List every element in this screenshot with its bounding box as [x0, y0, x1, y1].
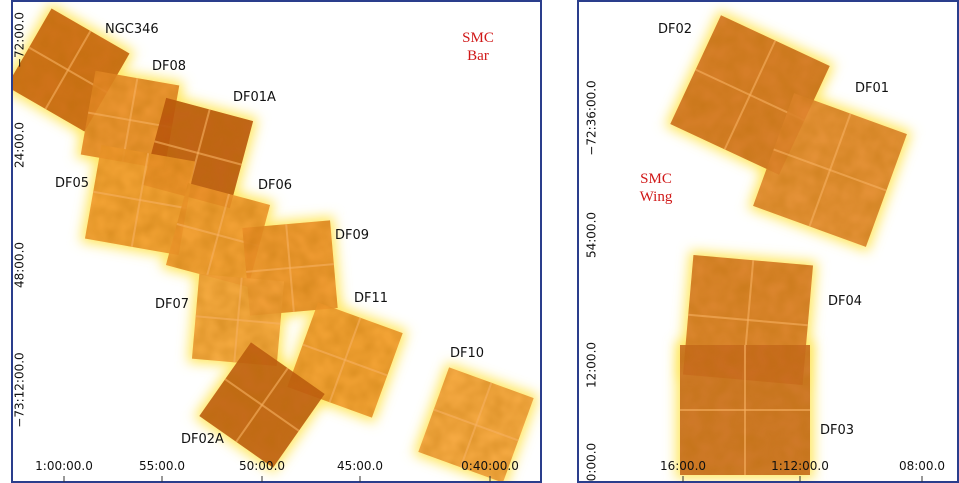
field-label: DF01 [855, 81, 889, 96]
region-label: SMC [640, 171, 672, 187]
y-axis-label: 0:00.0 [585, 443, 599, 481]
region-label: SMC [462, 30, 494, 46]
field-label: NGC346 [105, 22, 159, 37]
y-axis-label: −73:12:00.0 [13, 352, 27, 427]
x-axis-label: 0:40:00.0 [461, 459, 519, 473]
y-axis-label: 54:00.0 [585, 212, 599, 258]
y-axis-label: 48:00.0 [13, 242, 27, 288]
field-label: DF02A [181, 432, 224, 447]
field-label: DF06 [258, 178, 292, 193]
field-label: DF09 [335, 228, 369, 243]
x-axis-label: 1:00:00.0 [35, 459, 93, 473]
field-label: DF02 [658, 22, 692, 37]
x-axis-label: 45:00.0 [337, 459, 383, 473]
field-label: DF07 [155, 297, 189, 312]
field-label: DF04 [828, 294, 862, 309]
region-label: Bar [467, 48, 489, 64]
field-label: DF08 [152, 59, 186, 74]
x-axis-label: 55:00.0 [139, 459, 185, 473]
field-label: DF11 [354, 291, 388, 306]
y-axis-label: −72:00.0 [13, 12, 27, 68]
y-axis-label: −72:36:00.0 [585, 80, 599, 155]
x-axis-label: 08:00.0 [899, 459, 945, 473]
y-axis-label: 24:00.0 [13, 122, 27, 168]
field-label: DF10 [450, 346, 484, 361]
x-axis-label: 16:00.0 [660, 459, 706, 473]
field-label: DF01A [233, 90, 276, 105]
x-axis-label: 1:12:00.0 [771, 459, 829, 473]
y-axis-label: 12:00.0 [585, 342, 599, 388]
field-label: DF05 [55, 176, 89, 191]
x-axis-label: 50:00.0 [239, 459, 285, 473]
sky-image: NGC346 DF08 DF01A DF05 DF06 DF09 DF07 DF11 DF10 D… [0, 0, 959, 483]
region-label: Wing [640, 189, 673, 205]
field-label: DF03 [820, 423, 854, 438]
